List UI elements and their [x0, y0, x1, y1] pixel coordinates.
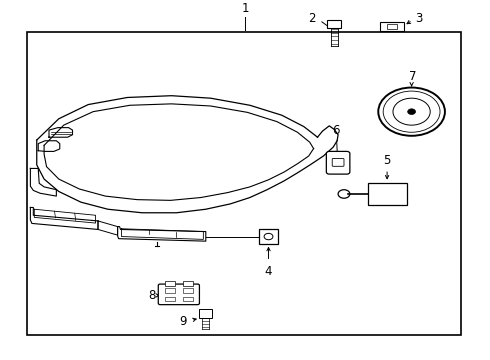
- Circle shape: [408, 109, 416, 114]
- Text: 2: 2: [309, 12, 316, 25]
- Text: 3: 3: [416, 12, 423, 25]
- Bar: [380, 22, 404, 31]
- FancyBboxPatch shape: [327, 20, 341, 28]
- FancyBboxPatch shape: [158, 284, 199, 305]
- Bar: [183, 280, 193, 285]
- Text: 1: 1: [241, 2, 249, 15]
- FancyBboxPatch shape: [183, 288, 193, 293]
- FancyBboxPatch shape: [332, 158, 344, 166]
- Text: 7: 7: [409, 70, 416, 83]
- Bar: [165, 280, 175, 285]
- Bar: [27, 32, 461, 335]
- Text: 9: 9: [180, 315, 187, 328]
- Bar: [368, 183, 407, 204]
- FancyBboxPatch shape: [183, 297, 193, 301]
- Text: 4: 4: [265, 265, 272, 278]
- Text: 8: 8: [148, 289, 156, 302]
- Text: 6: 6: [332, 124, 340, 137]
- FancyBboxPatch shape: [165, 288, 175, 293]
- FancyBboxPatch shape: [199, 309, 212, 318]
- FancyBboxPatch shape: [165, 297, 175, 301]
- Bar: [259, 229, 278, 244]
- FancyBboxPatch shape: [326, 152, 350, 174]
- Text: 5: 5: [383, 154, 391, 167]
- Bar: [387, 24, 397, 30]
